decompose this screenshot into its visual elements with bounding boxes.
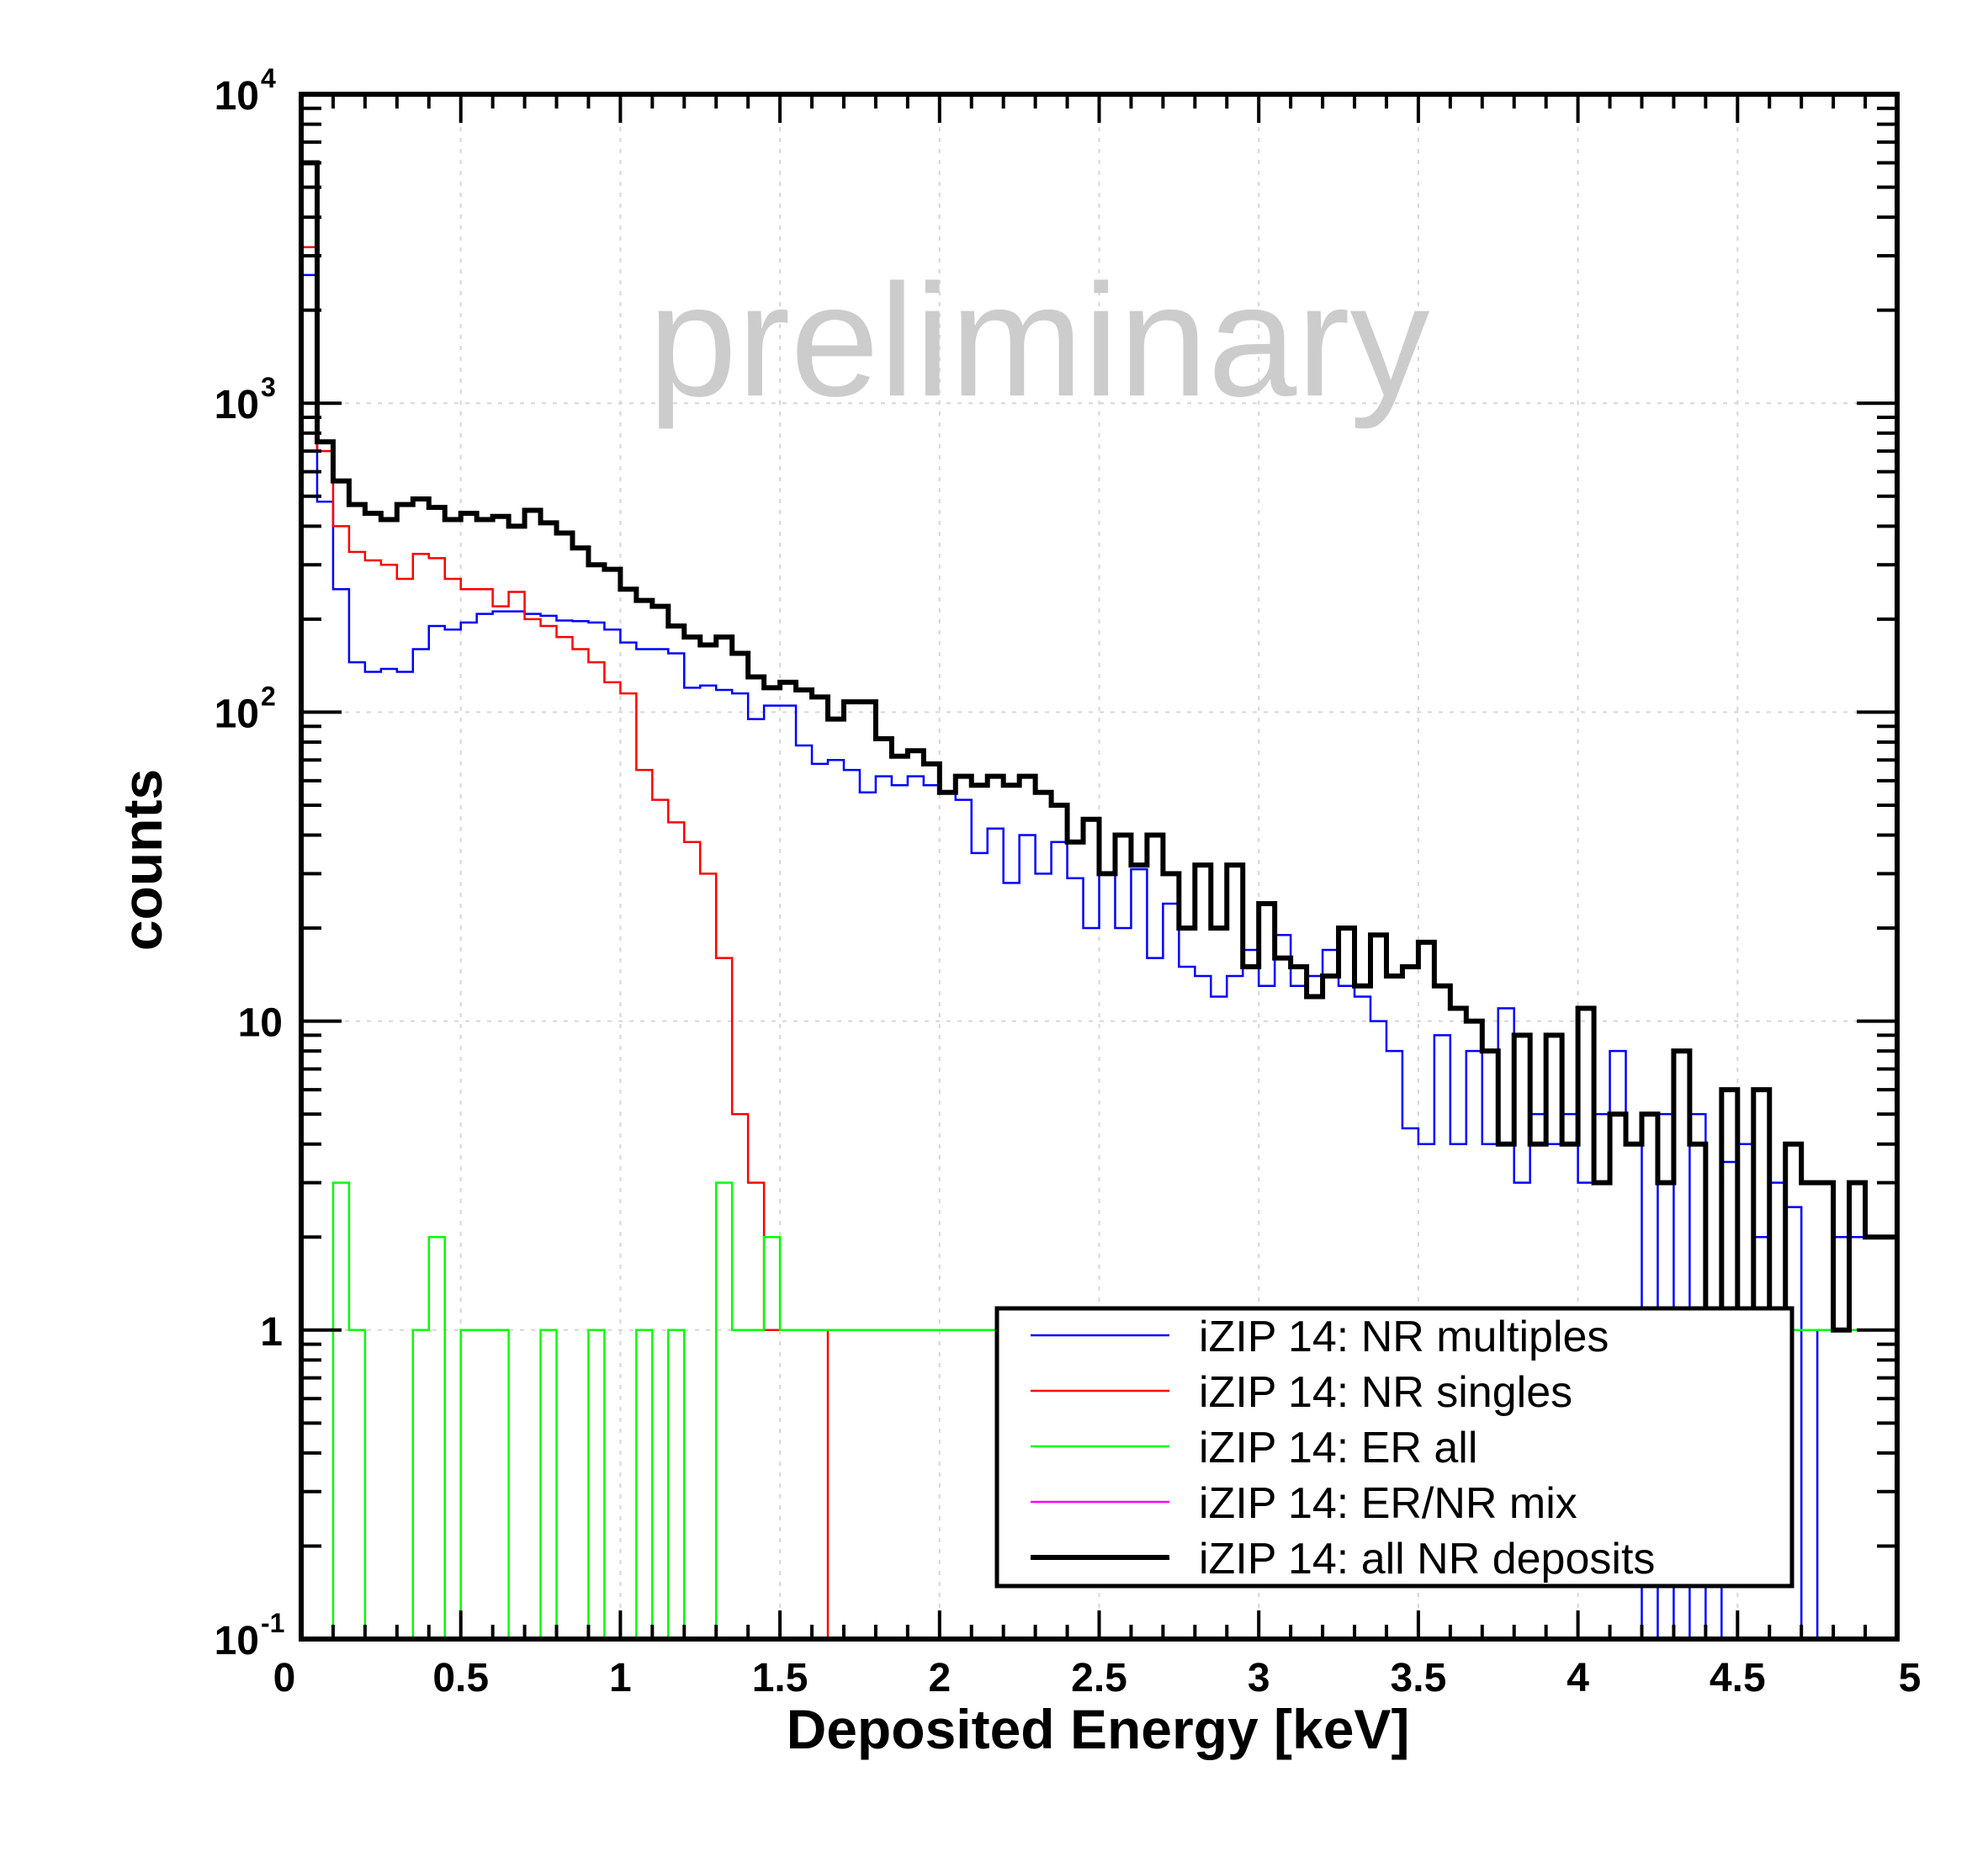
x-tick-label: 1 xyxy=(609,1656,632,1700)
x-tick-label: 2.5 xyxy=(1071,1656,1127,1700)
y-tick-label-exponent: 2 xyxy=(261,681,276,711)
legend-entry: iZIP 14: NR multiples xyxy=(1199,1313,1609,1361)
y-tick-label-base: 1 xyxy=(260,1310,283,1355)
legend-entry: iZIP 14: NR singles xyxy=(1199,1368,1572,1417)
y-tick-label-exponent: 3 xyxy=(261,372,276,402)
y-tick-label-base: 10 xyxy=(215,383,259,427)
y-tick-label: 10 xyxy=(238,1001,283,1046)
x-tick-label: 2 xyxy=(928,1656,951,1700)
y-tick-label: 10 4 xyxy=(215,63,276,119)
x-tick-label: 3 xyxy=(1248,1656,1270,1700)
y-tick-label-base: 10 xyxy=(215,692,259,736)
x-tick-label: 0.5 xyxy=(432,1656,489,1700)
y-tick-label-base: 10 xyxy=(215,1619,259,1663)
x-tick-label: 0 xyxy=(273,1656,296,1700)
y-axis-title: counts xyxy=(111,769,173,951)
y-tick-label: 10 -1 xyxy=(215,1608,285,1663)
x-tick-label: 3.5 xyxy=(1391,1656,1447,1700)
grid-layer xyxy=(301,94,1897,1639)
legend-entry: iZIP 14: ER all xyxy=(1199,1424,1477,1472)
y-tick-label-base: 10 xyxy=(238,1001,283,1046)
x-tick-label: 1.5 xyxy=(752,1656,808,1700)
y-tick-label: 1 xyxy=(260,1310,283,1355)
legend-entry: iZIP 14: all NR deposits xyxy=(1199,1535,1655,1583)
series-1-histogram xyxy=(300,273,1899,1641)
legend-entry: iZIP 14: ER/NR mix xyxy=(1199,1479,1577,1528)
y-tick-label: 10 3 xyxy=(215,372,276,427)
x-axis-title: Deposited Energy [keV] xyxy=(787,1698,1410,1760)
y-tick-label-exponent: -1 xyxy=(261,1608,284,1638)
y-tick-label-exponent: 4 xyxy=(261,63,276,93)
watermark-text: preliminary xyxy=(648,252,1429,430)
legend: iZIP 14: NR multiples iZIP 14: NR singles… xyxy=(994,1306,1795,1589)
y-tick-label: 10 2 xyxy=(215,681,276,736)
y-tick-label-base: 10 xyxy=(215,74,259,119)
x-tick-label: 4.5 xyxy=(1710,1656,1766,1700)
x-tick-label: 4 xyxy=(1567,1656,1589,1700)
x-tick-label: 5 xyxy=(1899,1656,1922,1700)
series-5-histogram xyxy=(299,160,1900,1639)
